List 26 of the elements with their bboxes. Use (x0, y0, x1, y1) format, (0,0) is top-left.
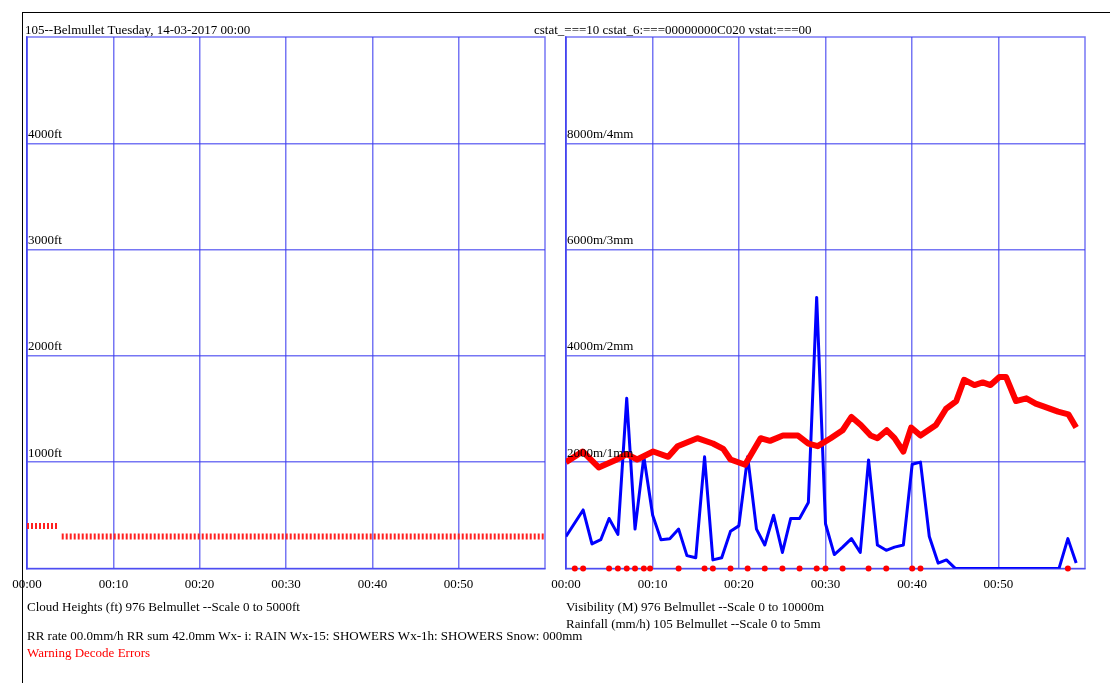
x-tick-label: 00:10 (98, 575, 129, 591)
y-tick-label: 4000ft (28, 125, 63, 141)
x-axis-title: Visibility (M) 976 Belmullet --Scale 0 to 10000m (566, 598, 825, 615)
y2-tick-label: /2mm (603, 338, 634, 354)
x-tick-label: 00:50 (983, 575, 1014, 591)
chart-title: 105--Belmullet Tuesday, 14-03-2017 00:00 (25, 22, 251, 38)
y-tick-label: 3000ft (28, 231, 63, 247)
y-tick-label: 6000m (567, 231, 604, 247)
chart-title: cstat_===10 cstat_6:===00000000C020 vstat:===00 (534, 22, 812, 38)
y2-tick-label: /3mm (603, 231, 634, 247)
x-tick-label: 00:20 (724, 575, 754, 591)
x-tick-label: 00:30 (271, 575, 301, 591)
x-tick-label: 00:40 (357, 575, 388, 591)
x-tick-label: 00:30 (810, 575, 841, 591)
x-axis-title: Cloud Heights (ft) 976 Belmullet --Scale 0 to 5000ft (27, 599, 300, 614)
y-tick-label: 8000m (567, 125, 604, 141)
text: Warning Decode Errors (27, 644, 152, 661)
x-tick-label: 00:40 (897, 575, 927, 591)
y-tick-label: 2000ft (28, 338, 63, 354)
y-tick-label: 4000m (567, 338, 604, 354)
x-tick-label: 00:10 (637, 575, 668, 591)
x-tick-label: 00:50 (443, 575, 474, 591)
y-tick-label: 1000ft (28, 444, 63, 460)
x-tick-label: 00:00 (551, 575, 581, 591)
y2-tick-label: /4mm (603, 125, 634, 141)
x-tick-label: 00:20 (184, 575, 215, 591)
